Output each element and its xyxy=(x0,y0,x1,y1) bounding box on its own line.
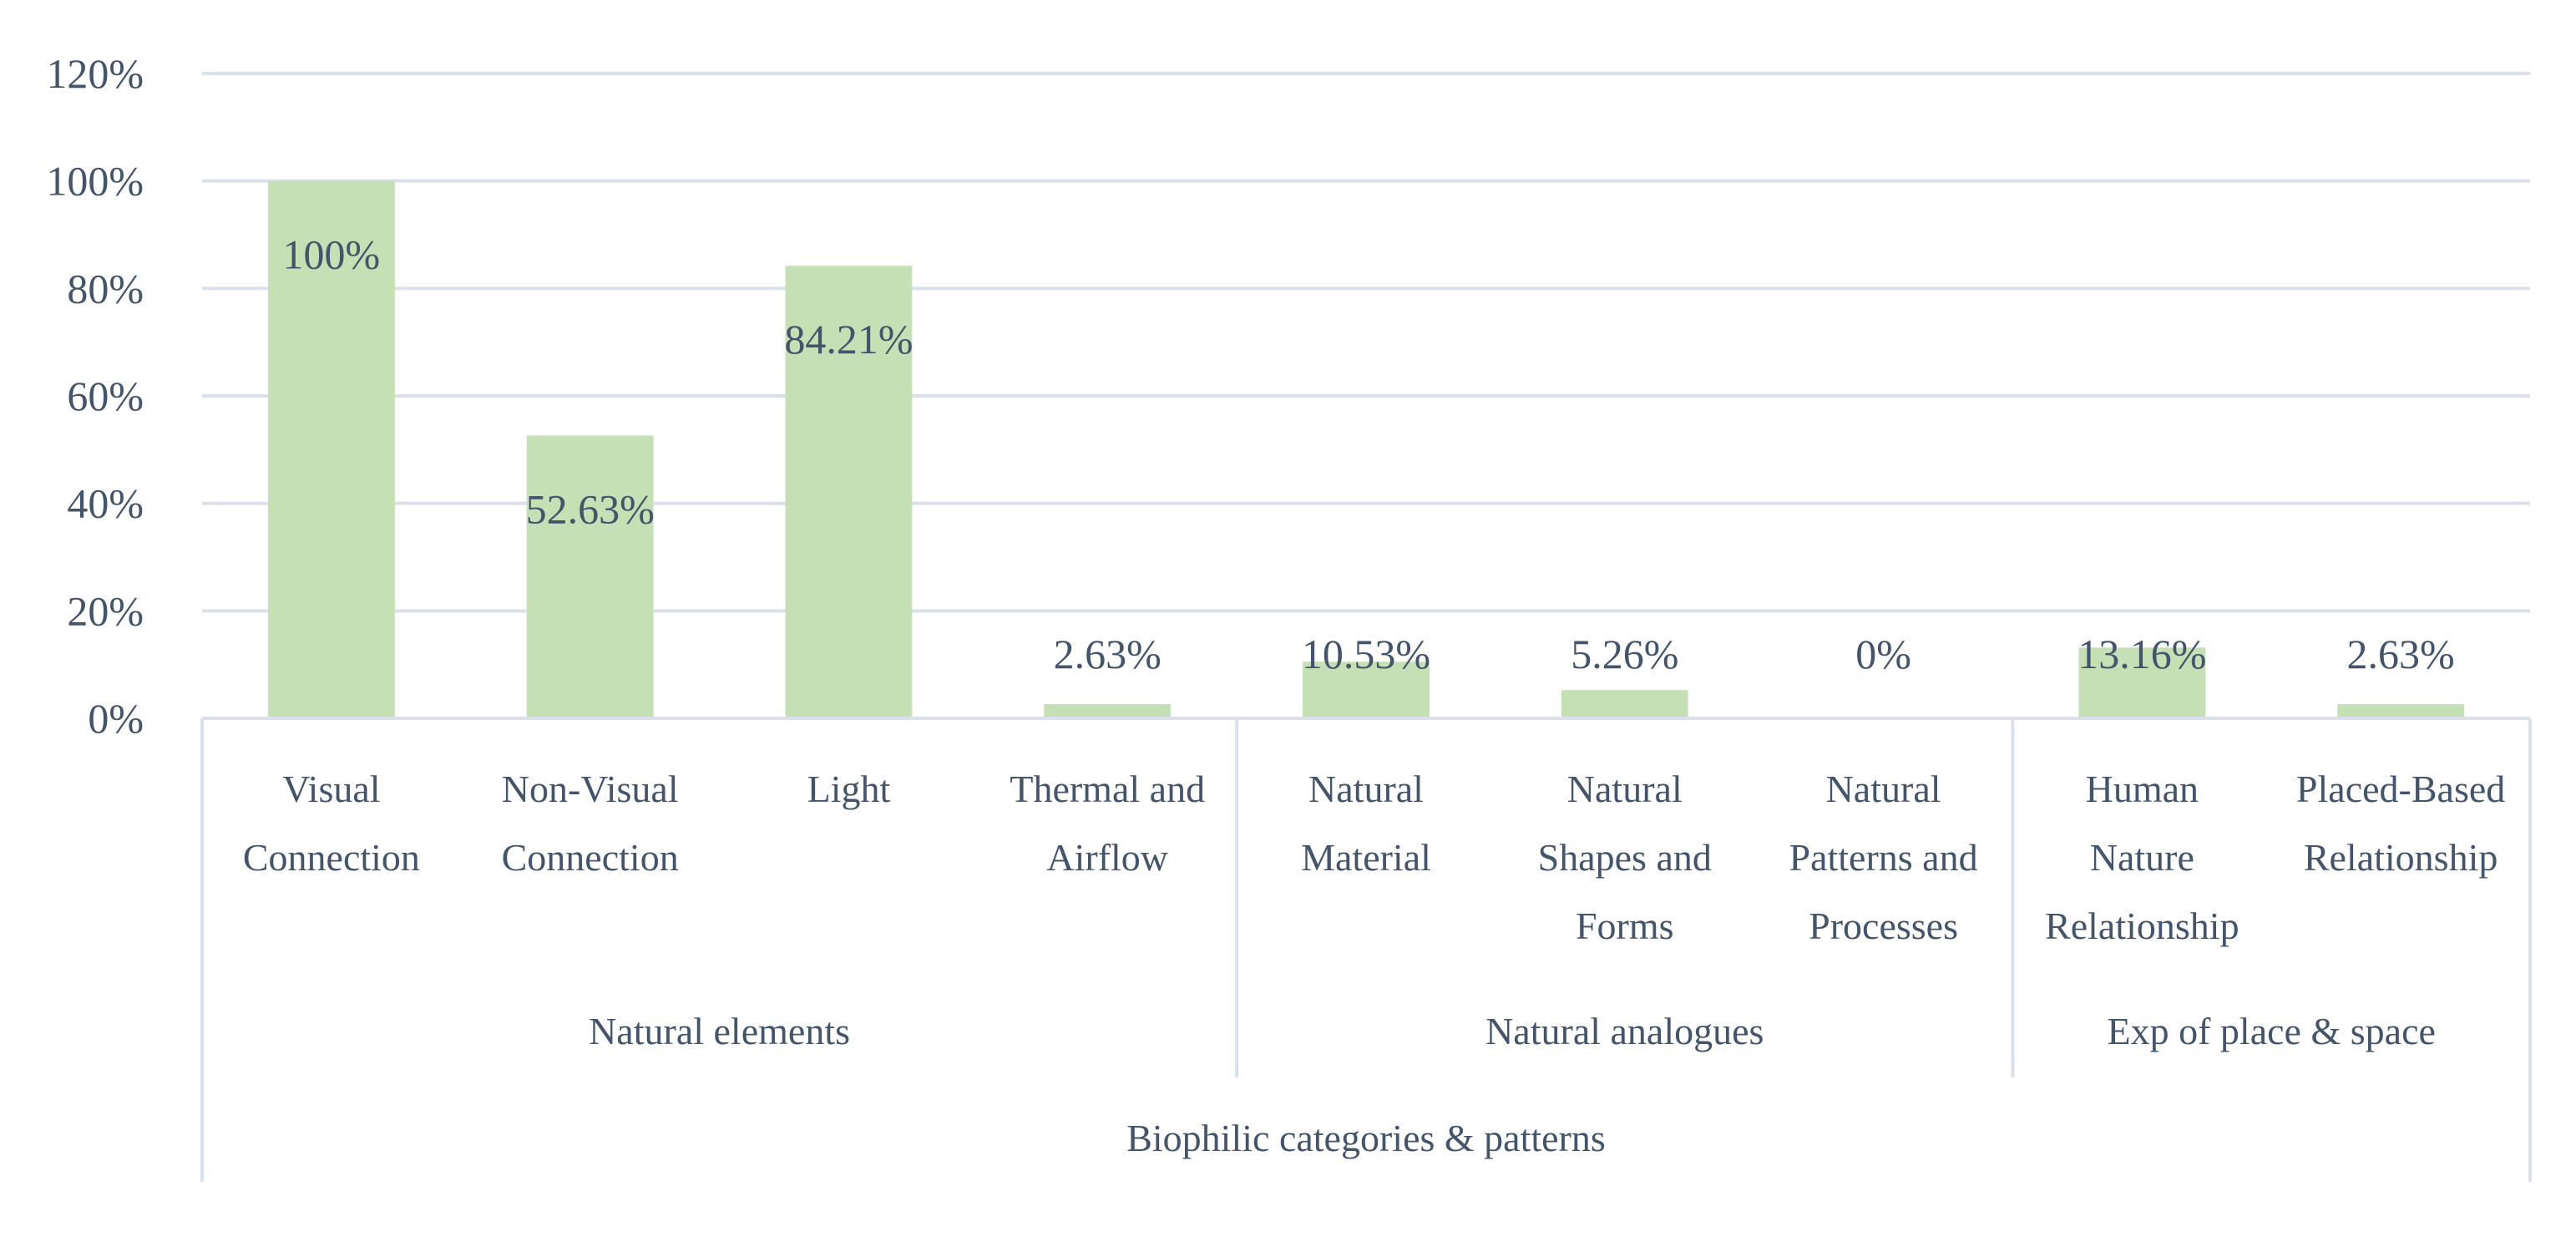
y-tick-label: 100% xyxy=(46,158,144,205)
group-label: Natural analogues xyxy=(1485,1010,1764,1052)
category-label: Natural Shapes and Forms xyxy=(1538,768,1712,947)
category-label: Non-Visual Connection xyxy=(502,768,679,879)
category-label: Natural Patterns and Processes xyxy=(1789,768,1977,947)
bar xyxy=(2078,647,2206,718)
bar xyxy=(2337,704,2465,718)
x-axis-title: Biophilic categories & patterns xyxy=(1126,1117,1606,1159)
category-label: Visual Connection xyxy=(243,768,420,879)
y-tick-label: 20% xyxy=(67,587,144,634)
data-label: 100% xyxy=(283,231,381,278)
data-label: 10.53% xyxy=(1302,631,1430,677)
bar xyxy=(267,180,395,718)
bar xyxy=(1044,704,1172,718)
y-tick-label: 80% xyxy=(67,265,144,312)
data-label: 13.16% xyxy=(2078,631,2206,677)
bars xyxy=(267,180,2465,718)
data-label: 2.63% xyxy=(1054,631,1161,677)
bar xyxy=(526,435,654,718)
bar xyxy=(785,266,913,718)
data-label: 5.26% xyxy=(1571,631,1678,677)
y-tick-label: 120% xyxy=(46,50,144,97)
bar xyxy=(1561,690,1688,718)
bar xyxy=(1303,662,1430,718)
data-label: 0% xyxy=(1855,631,1911,677)
axes xyxy=(200,717,2532,1182)
data-label: 2.63% xyxy=(2347,631,2455,677)
group-label: Exp of place & space xyxy=(2108,1010,2436,1052)
category-label: Natural Material xyxy=(1301,768,1431,879)
data-label: 52.63% xyxy=(526,485,655,532)
category-label: Placed-Based Relationship xyxy=(2296,768,2505,879)
category-label: Light xyxy=(807,768,891,810)
y-tick-label: 40% xyxy=(67,480,144,527)
data-label: 84.21% xyxy=(784,316,913,362)
y-tick-label: 0% xyxy=(88,695,144,742)
group-label: Natural elements xyxy=(589,1010,850,1052)
category-label: Thermal and Airflow xyxy=(1010,768,1205,879)
labels: 0% 20% 40% 60% 80% 100% 120% 100% 52.63% 84.21% 2.… xyxy=(46,50,2505,1159)
category-label: Human Nature Relationship xyxy=(2045,768,2239,947)
y-tick-label: 60% xyxy=(67,373,144,419)
